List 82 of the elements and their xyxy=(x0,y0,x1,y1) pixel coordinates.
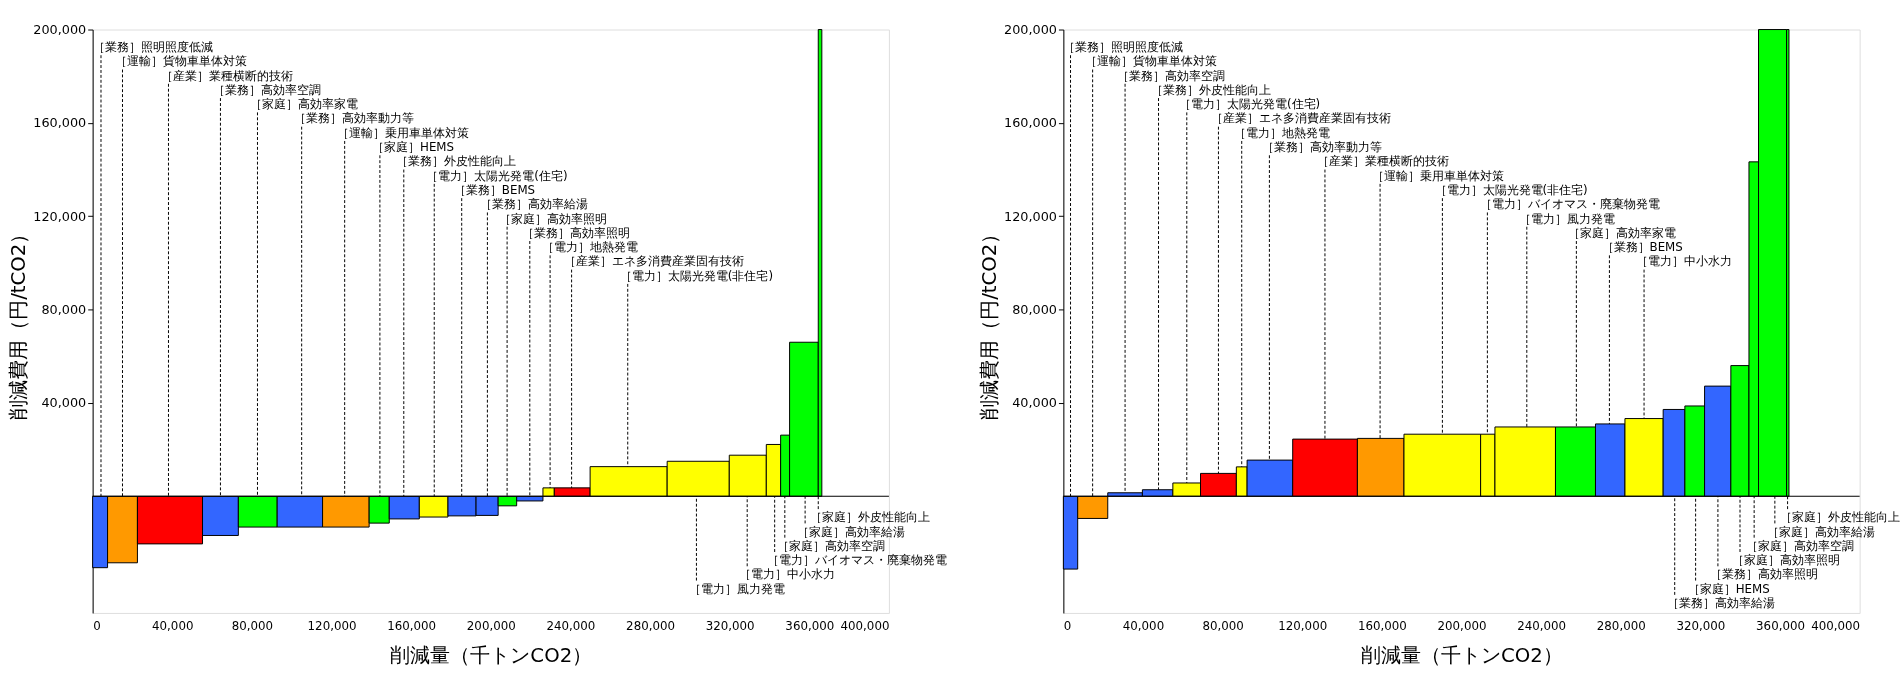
annotation: ［業務］高効率給湯 xyxy=(479,197,588,212)
x-tick-label: 200,000 xyxy=(466,619,516,634)
annotation: ［電力］中小水力 xyxy=(1636,254,1733,269)
y-tick-label: 200,000 xyxy=(33,21,87,37)
x-tick-label: 120,000 xyxy=(1278,619,1328,634)
annotation: ［家庭］外皮性能向上 xyxy=(1779,510,1900,525)
annotation: ［業務］BEMS xyxy=(1601,240,1683,255)
annotation: ［家庭］高効率給湯 xyxy=(1766,524,1875,539)
x-tick-label: 120,000 xyxy=(307,619,357,634)
annotation: ［業務］高効率給湯 xyxy=(1666,595,1775,610)
annotation: ［電力］バイオマス・廃棄物発電 xyxy=(1479,197,1660,212)
annotation: ［産業］業種横断的技術 xyxy=(160,68,293,83)
annotation: ［家庭］高効率空調 xyxy=(776,538,885,553)
annotation: ［業務］高効率動力等 xyxy=(1261,140,1382,155)
annotation: ［家庭］高効率照明 xyxy=(1732,553,1841,568)
annotation: ［家庭］HEMS xyxy=(1687,581,1770,596)
annotation: ［業務］照明照度低減 xyxy=(93,39,214,54)
y-tick-label: 200,000 xyxy=(1004,21,1057,37)
annotation: ［産業］エネ多消費産業固有技術 xyxy=(563,254,744,269)
annotation: ［産業］業種横断的技術 xyxy=(1317,154,1450,169)
annotation: ［業務］高効率照明 xyxy=(521,225,630,240)
annotation: ［運輸］乗用車単体対策 xyxy=(336,125,469,140)
annotation: ［家庭］高効率照明 xyxy=(499,211,608,226)
y-tick-label: 120,000 xyxy=(1004,208,1057,224)
annotation: ［運輸］貨物車単体対策 xyxy=(1084,54,1217,69)
annotation: ［電力］中小水力 xyxy=(739,567,836,582)
y-tick-label: 40,000 xyxy=(41,395,87,411)
annotation: ［家庭］高効率家電 xyxy=(1568,225,1677,240)
y-tick-label: 80,000 xyxy=(41,302,87,318)
y-tick-label: 40,000 xyxy=(1012,395,1057,411)
annotation: ［業務］BEMS xyxy=(453,182,536,197)
annotation: ［電力］地熱発電 xyxy=(1233,125,1330,140)
y-tick-label: 80,000 xyxy=(1012,302,1057,318)
annotation: ［電力］太陽光発電(非住宅) xyxy=(619,268,774,283)
annotation: ［家庭］HEMS xyxy=(372,140,455,155)
x-tick-label: 80,000 xyxy=(1202,619,1244,634)
x-axis-title: 削減量（千トンCO2） xyxy=(390,643,593,667)
x-tick-label: 0 xyxy=(1063,619,1072,634)
y-tick-label: 160,000 xyxy=(1004,115,1057,131)
x-tick-label: 0 xyxy=(93,619,101,634)
annotation: ［業務］外皮性能向上 xyxy=(395,154,516,169)
x-tick-label: 360,000 xyxy=(1756,619,1805,634)
y-axis-title: 削減費用（円/tCO2） xyxy=(978,223,1002,420)
annotation: ［家庭］高効率給湯 xyxy=(797,524,906,539)
x-tick-label: 200,000 xyxy=(1437,619,1487,634)
x-tick-label: 400,000 xyxy=(1811,619,1861,634)
x-tick-label: 280,000 xyxy=(626,619,675,634)
x-tick-label: 240,000 xyxy=(1517,619,1567,634)
x-tick-label: 280,000 xyxy=(1596,619,1646,634)
x-tick-label: 80,000 xyxy=(231,619,274,634)
annotation: ［家庭］外皮性能向上 xyxy=(810,510,931,525)
x-tick-label: 400,000 xyxy=(840,619,890,634)
y-axis-title: 削減費用（円/tCO2） xyxy=(7,223,31,420)
y-tick-label: 120,000 xyxy=(33,208,87,224)
x-tick-label: 160,000 xyxy=(387,619,437,634)
x-tick-label: 360,000 xyxy=(785,619,835,634)
annotation: ［業務］高効率照明 xyxy=(1710,567,1819,582)
annotation: ［業務］外皮性能向上 xyxy=(1150,82,1271,97)
annotation: ［業務］高効率空調 xyxy=(1117,68,1226,83)
annotation: ［電力］太陽光発電(住宅) xyxy=(1178,97,1321,112)
x-tick-label: 320,000 xyxy=(705,619,755,634)
annotation: ［電力］バイオマス・廃棄物発電 xyxy=(766,553,947,568)
annotation: ［電力］太陽光発電(住宅) xyxy=(426,168,568,183)
x-tick-label: 160,000 xyxy=(1357,619,1407,634)
annotation: ［家庭］高効率空調 xyxy=(1746,538,1855,553)
annotation: ［家庭］高効率家電 xyxy=(249,97,358,112)
annotation: ［産業］エネ多消費産業固有技術 xyxy=(1210,111,1391,126)
x-tick-label: 240,000 xyxy=(546,619,596,634)
annotation: ［電力］風力発電 xyxy=(688,581,785,596)
annotation: ［電力］地熱発電 xyxy=(542,240,639,255)
annotation: ［運輸］乗用車単体対策 xyxy=(1372,168,1505,183)
x-axis-title: 削減量（千トンCO2） xyxy=(1361,643,1563,667)
x-tick-label: 320,000 xyxy=(1676,619,1726,634)
annotation: ［業務］照明照度低減 xyxy=(1062,39,1183,54)
x-tick-label: 40,000 xyxy=(1122,619,1165,634)
x-tick-label: 40,000 xyxy=(152,619,194,634)
annotation: ［電力］風力発電 xyxy=(1518,211,1615,226)
annotation: ［電力］太陽光発電(非住宅) xyxy=(1434,182,1588,197)
y-tick-label: 160,000 xyxy=(33,115,87,131)
annotation: ［業務］高効率動力等 xyxy=(293,111,414,126)
annotation: ［業務］高効率空調 xyxy=(212,82,321,97)
annotation: ［運輸］貨物車単体対策 xyxy=(114,54,247,69)
